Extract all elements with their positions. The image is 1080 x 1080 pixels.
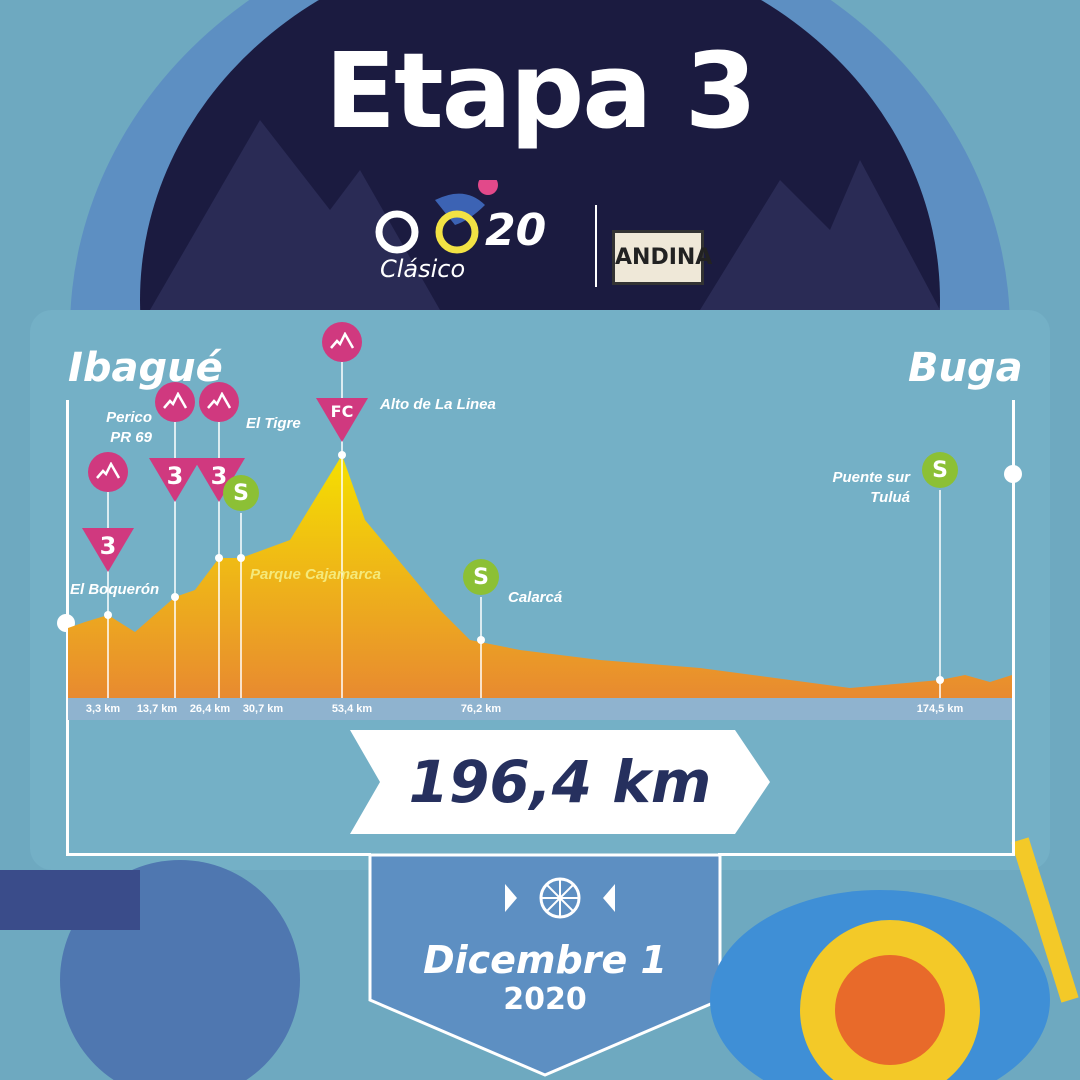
frame-bottom	[66, 853, 371, 856]
event-number: 20	[485, 205, 547, 256]
logo-divider	[595, 205, 597, 287]
profile-area	[68, 455, 1012, 698]
category-label: 3	[166, 462, 184, 490]
marker-name: Puente sur Tuluá	[832, 469, 910, 506]
marker-name: Calarcá	[508, 589, 563, 606]
start-city: Ibagué	[68, 345, 223, 391]
frame-right	[1012, 400, 1015, 855]
marker-dot	[237, 554, 245, 562]
marker-km: 26,4 km	[189, 703, 231, 715]
mountain-icon	[199, 382, 239, 422]
mountain-icon	[88, 452, 128, 492]
marker-name: El Boquerón	[70, 581, 160, 598]
distance-value: 196,4 km	[408, 748, 712, 816]
category-label: 3	[99, 532, 117, 560]
sprint-icon: S	[463, 559, 499, 595]
marker-dot	[338, 451, 346, 459]
mountain-icon	[322, 322, 362, 362]
frame-bottom	[718, 853, 1015, 856]
sprint-icon: S	[223, 475, 259, 511]
marker-name: Perico PR 69	[106, 409, 152, 446]
event-word: Clásico	[380, 255, 466, 283]
mountain-icon	[155, 382, 195, 422]
stage-title: Etapa 3	[324, 30, 757, 152]
marker-dot	[477, 636, 485, 644]
category-triangle	[149, 458, 201, 502]
event-logo: 20 Clásico	[375, 175, 585, 290]
marker-dot	[171, 593, 179, 601]
date-year: 2020	[503, 982, 587, 1017]
distance-banner: 196,4 km	[350, 730, 770, 834]
marker-km: 76,2 km	[460, 703, 502, 715]
marker-name: Parque Cajamarca	[250, 566, 381, 583]
marker-name: Alto de La Linea	[380, 396, 496, 413]
marker-km: 3,3 km	[85, 703, 121, 715]
category-label: 3	[210, 462, 228, 490]
sprint-icon: S	[922, 452, 958, 488]
marker-dot	[936, 676, 944, 684]
marker-name: El Tigre	[246, 415, 301, 432]
finish-dot	[1004, 465, 1022, 483]
wheel-icon	[505, 876, 615, 924]
finish-city: Buga	[908, 345, 1023, 391]
category-triangle	[316, 398, 368, 442]
marker-km: 13,7 km	[136, 703, 178, 715]
elevation-profile	[68, 362, 1012, 720]
km-axis	[68, 698, 1012, 720]
date-day: Dicembre 1	[423, 938, 667, 982]
marker-dot	[104, 611, 112, 619]
marker-dot	[215, 554, 223, 562]
category-label: FC	[330, 402, 354, 421]
marker-km: 53,4 km	[331, 703, 373, 715]
marker-km: 174,5 km	[916, 703, 964, 715]
sponsor-logo: ANDINA	[612, 230, 712, 285]
marker-km: 30,7 km	[242, 703, 284, 715]
category-triangle	[82, 528, 134, 572]
